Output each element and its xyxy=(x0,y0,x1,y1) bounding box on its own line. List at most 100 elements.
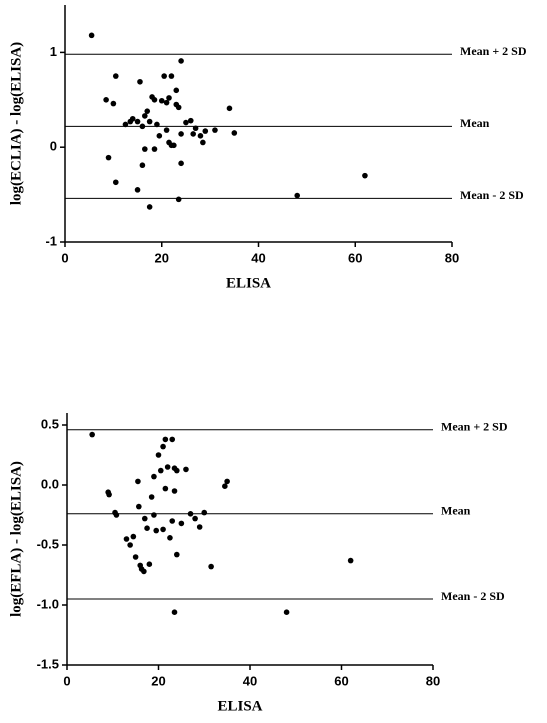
point xyxy=(178,160,184,167)
reference-label: Mean xyxy=(441,504,471,518)
point xyxy=(160,443,166,450)
x-axis-label: ELISA xyxy=(226,275,271,291)
point xyxy=(110,100,117,107)
point xyxy=(162,485,169,492)
point xyxy=(112,73,119,79)
point xyxy=(197,133,204,139)
point xyxy=(231,130,238,136)
point xyxy=(137,78,143,85)
point xyxy=(190,131,196,137)
x-axis-label: ELISA xyxy=(217,698,262,714)
point xyxy=(156,133,163,139)
point xyxy=(202,128,209,134)
point xyxy=(294,192,301,199)
point xyxy=(160,526,166,533)
point xyxy=(155,452,162,458)
point xyxy=(175,104,182,111)
point xyxy=(362,172,368,179)
point xyxy=(142,113,148,119)
reference-label: Mean - 2 SD xyxy=(460,188,524,202)
x-tick-label: 20 xyxy=(155,250,169,265)
point xyxy=(166,95,172,101)
reference-label: Mean + 2 SD xyxy=(460,44,527,58)
point xyxy=(146,561,153,567)
point xyxy=(168,73,175,79)
x-tick-label: 60 xyxy=(348,250,362,265)
point xyxy=(224,478,230,485)
point xyxy=(347,557,354,564)
point xyxy=(169,518,176,524)
point xyxy=(183,119,189,126)
point xyxy=(153,527,160,534)
y-tick-label: 0 xyxy=(50,139,57,154)
point xyxy=(192,125,199,132)
y-tick-label: 0.0 xyxy=(41,476,59,491)
point xyxy=(144,108,151,114)
y-tick-label: 0.5 xyxy=(41,416,59,431)
point xyxy=(173,87,180,94)
point xyxy=(201,509,208,516)
point xyxy=(283,609,290,615)
y-tick-label: -1.0 xyxy=(37,596,59,611)
point xyxy=(157,467,164,474)
point xyxy=(105,154,112,161)
y-tick-label: -1 xyxy=(45,233,57,248)
x-tick-label: 40 xyxy=(251,250,265,265)
x-tick-label: 20 xyxy=(151,673,165,688)
point xyxy=(171,142,177,149)
point xyxy=(134,187,141,193)
point xyxy=(106,491,112,498)
point xyxy=(178,58,184,64)
point xyxy=(187,117,194,124)
point xyxy=(169,436,176,443)
point xyxy=(151,512,157,518)
point xyxy=(187,511,194,517)
point xyxy=(161,73,167,79)
point xyxy=(196,524,203,530)
point xyxy=(123,536,130,542)
point xyxy=(212,127,218,133)
point xyxy=(162,436,169,443)
x-tick-label: 80 xyxy=(445,250,459,265)
point xyxy=(135,478,141,485)
point xyxy=(183,466,189,473)
point xyxy=(163,99,170,106)
point xyxy=(167,535,173,541)
point xyxy=(112,179,119,186)
point xyxy=(136,503,142,510)
point xyxy=(146,204,153,210)
point xyxy=(103,97,109,103)
point xyxy=(146,118,153,125)
point xyxy=(151,146,158,152)
reference-label: Mean xyxy=(460,116,490,130)
point xyxy=(142,146,148,152)
x-tick-label: 0 xyxy=(61,250,68,265)
point xyxy=(175,196,182,203)
point xyxy=(127,542,133,548)
point xyxy=(222,483,228,490)
point xyxy=(148,494,155,500)
point xyxy=(130,533,137,540)
x-tick-label: 60 xyxy=(334,673,348,688)
reference-label: Mean + 2 SD xyxy=(441,420,508,434)
point xyxy=(174,551,180,558)
x-tick-label: 0 xyxy=(63,673,70,688)
y-tick-label: -0.5 xyxy=(37,536,59,551)
x-tick-label: 80 xyxy=(426,673,440,688)
point xyxy=(171,488,178,494)
point xyxy=(158,97,165,104)
y-tick-label: -1.5 xyxy=(37,656,59,671)
point xyxy=(178,520,185,527)
point xyxy=(151,97,158,103)
point xyxy=(151,473,157,480)
point xyxy=(141,515,148,522)
point xyxy=(163,127,170,133)
point xyxy=(88,32,95,39)
point xyxy=(139,123,146,130)
point xyxy=(134,118,141,125)
point xyxy=(226,105,233,112)
point xyxy=(89,431,95,438)
point xyxy=(171,609,178,615)
reference-label: Mean - 2 SD xyxy=(441,589,505,603)
